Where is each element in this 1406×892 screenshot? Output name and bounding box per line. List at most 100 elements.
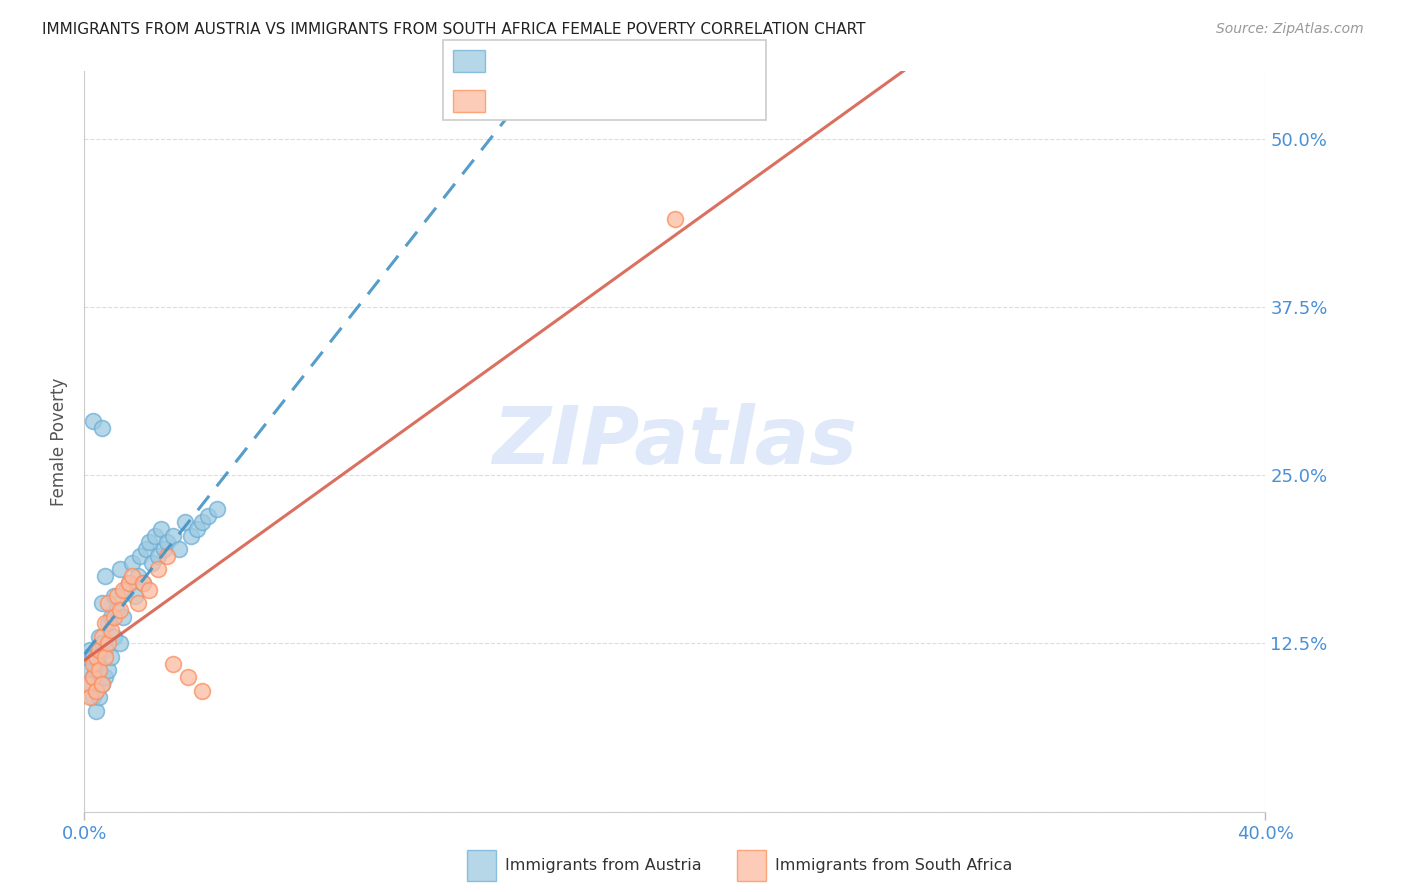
Point [94, 616, 117, 631]
Point [100, 623, 122, 637]
Point [82, 670, 104, 684]
Text: Source: ZipAtlas.com: Source: ZipAtlas.com [1216, 22, 1364, 37]
Point [94, 643, 117, 657]
Point [191, 683, 214, 698]
Point [105, 590, 128, 604]
Text: 30: 30 [651, 92, 675, 110]
Text: 0.584: 0.584 [536, 92, 588, 110]
Point [148, 562, 170, 576]
Point [138, 582, 160, 597]
Text: N =: N = [612, 94, 645, 108]
Text: Immigrants from Austria: Immigrants from Austria [505, 858, 702, 872]
Point [103, 590, 125, 604]
Point [82, 414, 104, 428]
Point [87, 657, 111, 671]
Point [129, 549, 152, 563]
Text: 54: 54 [651, 52, 675, 70]
Point [91, 421, 114, 435]
Point [84, 664, 107, 678]
Point [150, 522, 173, 536]
Point [87, 630, 111, 644]
Point [94, 569, 117, 583]
Point [664, 212, 686, 227]
Point [84, 683, 107, 698]
Point [105, 603, 128, 617]
Point [177, 670, 200, 684]
Point [156, 535, 179, 549]
Point [79, 643, 101, 657]
Point [127, 596, 149, 610]
Text: Immigrants from South Africa: Immigrants from South Africa [775, 858, 1012, 872]
Point [118, 575, 141, 590]
Text: ZIPatlas: ZIPatlas [492, 402, 858, 481]
Point [197, 508, 219, 523]
Point [76, 649, 98, 664]
Point [148, 549, 170, 563]
Point [91, 596, 114, 610]
Point [103, 630, 125, 644]
Text: 0.172: 0.172 [536, 52, 588, 70]
Point [111, 582, 134, 597]
Point [91, 636, 114, 650]
Point [84, 704, 107, 718]
Point [127, 569, 149, 583]
Y-axis label: Female Poverty: Female Poverty [51, 377, 69, 506]
Point [84, 683, 107, 698]
Point [173, 516, 195, 530]
Point [97, 636, 120, 650]
Text: IMMIGRANTS FROM AUSTRIA VS IMMIGRANTS FROM SOUTH AFRICA FEMALE POVERTY CORRELATI: IMMIGRANTS FROM AUSTRIA VS IMMIGRANTS FR… [42, 22, 866, 37]
Point [143, 529, 166, 543]
Point [153, 542, 176, 557]
Point [114, 582, 136, 597]
Point [87, 643, 111, 657]
Point [82, 657, 104, 671]
Point [207, 501, 229, 516]
Point [186, 522, 208, 536]
Point [111, 609, 134, 624]
Point [118, 575, 141, 590]
Point [87, 664, 111, 678]
Text: N =: N = [612, 54, 645, 68]
Point [100, 609, 122, 624]
Point [84, 649, 107, 664]
Point [167, 542, 190, 557]
Point [82, 649, 104, 664]
Text: R =: R = [495, 94, 527, 108]
Point [100, 649, 122, 664]
Point [191, 516, 214, 530]
Point [103, 609, 125, 624]
Point [162, 529, 184, 543]
Text: R =: R = [495, 54, 527, 68]
Point [132, 575, 155, 590]
Point [79, 690, 101, 705]
Point [180, 529, 202, 543]
Point [108, 636, 131, 650]
Point [121, 569, 143, 583]
Bar [737, 849, 766, 881]
Point [97, 616, 120, 631]
Point [94, 670, 117, 684]
Point [91, 677, 114, 691]
FancyBboxPatch shape [443, 40, 766, 120]
Point [76, 664, 98, 678]
Point [124, 590, 146, 604]
Bar [467, 849, 496, 881]
Bar [453, 90, 485, 112]
Point [141, 556, 163, 570]
Point [156, 549, 179, 563]
Point [97, 664, 120, 678]
Point [138, 535, 160, 549]
Point [108, 603, 131, 617]
Point [132, 575, 155, 590]
Point [162, 657, 184, 671]
Point [79, 677, 101, 691]
Point [87, 690, 111, 705]
Point [82, 690, 104, 705]
Point [135, 542, 157, 557]
Point [76, 677, 98, 691]
Point [108, 562, 131, 576]
Point [82, 670, 104, 684]
Point [97, 596, 120, 610]
Bar [453, 50, 485, 72]
Point [121, 556, 143, 570]
